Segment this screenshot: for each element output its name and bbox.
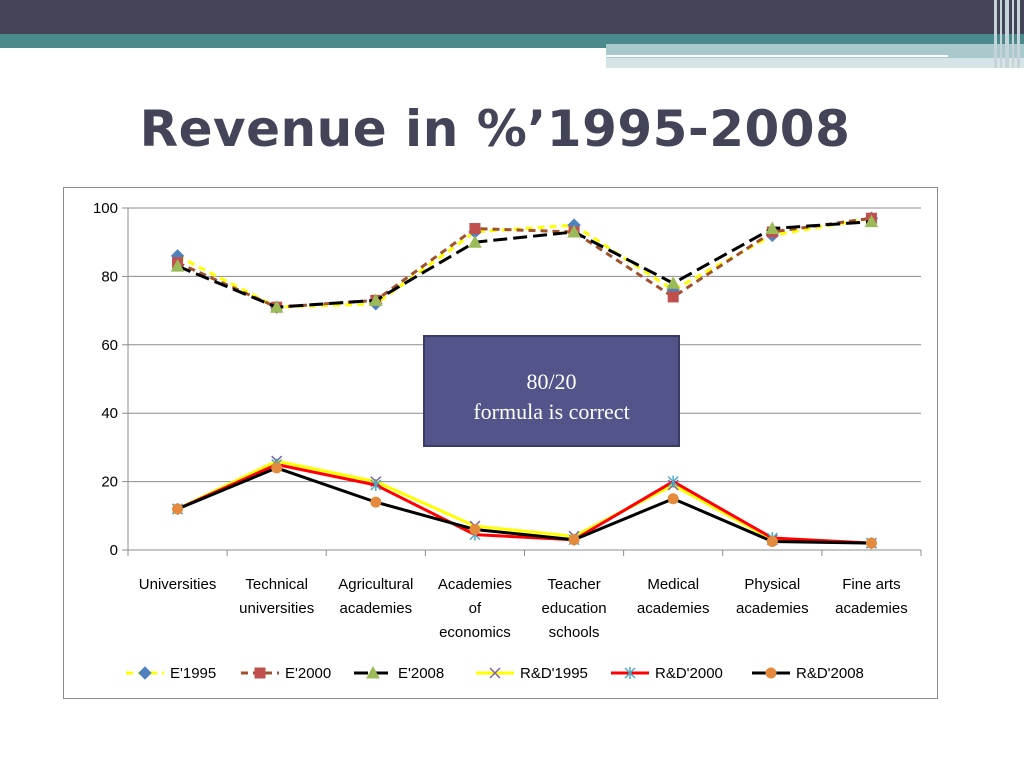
legend-label: E'1995: [170, 665, 216, 682]
callout-box: 80/20 formula is correct: [423, 335, 680, 447]
legend-marker: [366, 665, 380, 679]
legend-marker: [254, 667, 266, 679]
legend-label: R&D'2008: [796, 665, 864, 682]
data-point: [271, 462, 283, 474]
page-title: Revenue in %’1995-2008: [139, 100, 851, 158]
x-tick-label: Physical academies: [736, 576, 809, 617]
legend-marker: [765, 667, 777, 679]
x-tick-label: Universities: [139, 576, 217, 593]
data-point: [370, 496, 382, 508]
data-point: [865, 537, 877, 549]
y-tick-label: 0: [110, 542, 118, 559]
data-point: [765, 221, 780, 235]
data-point: [170, 259, 185, 272]
legend-marker: [624, 667, 636, 679]
y-tick-label: 60: [101, 337, 118, 354]
data-point: [469, 523, 481, 535]
data-point: [667, 291, 679, 303]
data-point: [667, 475, 679, 488]
data-point: [766, 535, 778, 547]
data-point: [568, 534, 580, 546]
line-chart: 0 20 40 60 80 100 Universities Technical univers…: [93, 200, 922, 682]
x-tick-label: Technical universities: [239, 576, 314, 617]
x-tick-label: Teacher education schools: [542, 576, 607, 641]
legend-label: R&D'2000: [655, 665, 723, 682]
y-tick-label: 80: [101, 268, 118, 285]
series-line: [176, 459, 872, 545]
data-point: [468, 235, 482, 248]
legend-marker: [138, 666, 152, 680]
data-point: [368, 293, 383, 306]
series-line: [176, 466, 872, 545]
callout-line-2: formula is correct: [473, 399, 630, 424]
header-band: [0, 0, 1024, 34]
data-point: [269, 300, 284, 313]
data-point: [864, 214, 879, 228]
data-point: [370, 479, 382, 492]
data-point: [666, 276, 681, 289]
header-white-line: [606, 55, 948, 57]
data-point: [172, 503, 184, 515]
x-tick-label: Academies of economics: [438, 576, 512, 641]
x-tick-label: Medical academies: [637, 576, 710, 617]
y-tick-label: 40: [101, 405, 118, 422]
x-tick-label: Fine arts academies: [835, 576, 908, 617]
data-point: [469, 223, 481, 235]
series-line: [176, 463, 872, 545]
callout-line-1: 80/20: [526, 369, 577, 394]
legend-label: R&D'1995: [520, 665, 588, 682]
data-point: [667, 493, 679, 505]
series-line: [176, 220, 872, 309]
data-point: [567, 224, 581, 238]
header-stripes: [992, 0, 1024, 68]
x-tick-label: Agricultural academies: [338, 576, 413, 617]
header-light-band-lower: [606, 58, 1024, 68]
legend-marker: [489, 667, 501, 679]
y-tick-label: 20: [101, 474, 118, 491]
y-tick-label: 100: [93, 200, 118, 217]
legend-label: E'2000: [285, 665, 331, 682]
legend-label: E'2008: [398, 665, 444, 682]
